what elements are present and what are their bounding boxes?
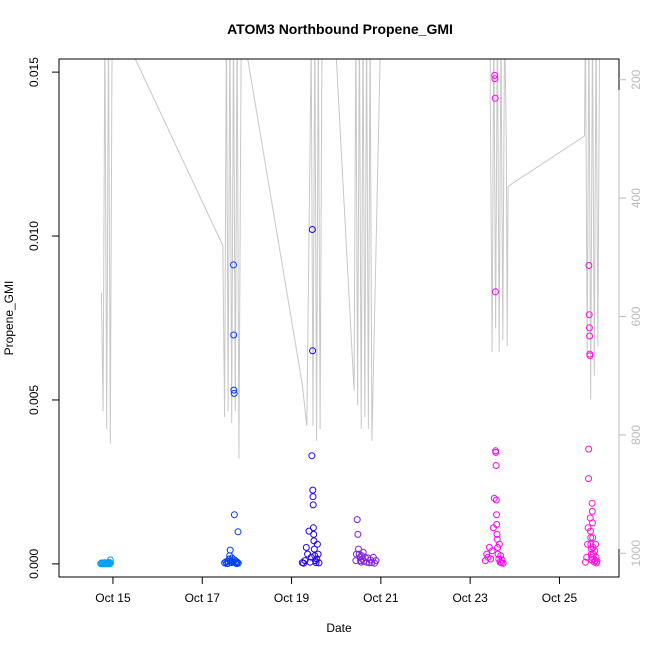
data-point xyxy=(354,530,362,538)
data-point xyxy=(308,452,316,460)
data-point xyxy=(106,556,114,564)
pressure-profile-line xyxy=(100,59,600,459)
plot-border xyxy=(58,58,620,578)
y-axis-title: Propene_GMI xyxy=(2,281,16,356)
data-point xyxy=(305,527,313,535)
data-point xyxy=(230,386,238,394)
data-point xyxy=(310,537,318,545)
data-point xyxy=(309,524,317,532)
data-point xyxy=(309,501,317,509)
data-point xyxy=(584,540,592,548)
data-point xyxy=(230,331,238,339)
pressure-profile-layer xyxy=(100,59,600,459)
data-point xyxy=(363,558,371,566)
secondary-y-tick-label: 400 xyxy=(629,188,643,208)
y-tick-label: 0.000 xyxy=(27,549,41,579)
data-point xyxy=(495,540,503,548)
x-axis: Oct 15 Oct 17 Oct 19 Oct 21 Oct 23 Oct 25 xyxy=(89,576,578,605)
data-point xyxy=(498,556,506,564)
data-point xyxy=(589,534,597,542)
data-point xyxy=(494,544,502,551)
data-point xyxy=(309,347,317,355)
data-point xyxy=(585,324,593,332)
data-point xyxy=(593,557,601,565)
data-point xyxy=(592,540,600,548)
data-point xyxy=(230,389,238,397)
x-axis-title: Date xyxy=(326,621,352,635)
data-point xyxy=(588,499,596,507)
data-point xyxy=(491,288,499,296)
data-point xyxy=(587,527,594,535)
data-point xyxy=(313,555,321,563)
data-point xyxy=(313,540,321,548)
secondary-y-tick-label: 600 xyxy=(629,306,643,326)
data-point xyxy=(585,262,593,269)
data-point xyxy=(308,226,316,233)
data-point xyxy=(233,558,241,566)
x-tick-label: Oct 21 xyxy=(363,591,399,605)
data-point xyxy=(489,524,497,532)
data-point xyxy=(492,462,500,469)
data-point xyxy=(230,511,238,519)
data-point xyxy=(588,507,596,515)
x-tick-label: Oct 23 xyxy=(452,591,488,605)
data-point xyxy=(488,547,496,555)
data-point xyxy=(310,545,318,553)
y-axis: 0.000 0.005 0.010 0.015 xyxy=(27,57,60,579)
data-point xyxy=(372,557,380,565)
y-tick-label: 0.015 xyxy=(27,57,41,87)
data-point xyxy=(312,559,320,567)
data-point xyxy=(315,559,323,567)
x-tick-label: Oct 17 xyxy=(185,591,221,605)
data-point xyxy=(234,528,242,536)
data-point xyxy=(499,559,507,567)
data-point xyxy=(497,552,505,560)
data-point xyxy=(586,352,594,360)
data-point xyxy=(587,534,595,542)
y-tick-label: 0.005 xyxy=(27,385,41,415)
data-point xyxy=(493,511,500,519)
data-point xyxy=(304,550,312,558)
data-point xyxy=(585,445,593,453)
data-point xyxy=(490,494,498,502)
data-point xyxy=(310,530,318,538)
data-point xyxy=(353,516,361,524)
data-point xyxy=(493,530,501,538)
data-point xyxy=(355,545,362,553)
data-point xyxy=(309,493,317,501)
data-point xyxy=(483,550,491,558)
x-tick-label: Oct 19 xyxy=(274,591,310,605)
data-point xyxy=(493,521,501,528)
data-point xyxy=(226,546,234,554)
secondary-y-axis: 200 400 600 800 1000 xyxy=(618,69,643,567)
data-point xyxy=(491,75,499,83)
y-tick-label: 0.010 xyxy=(27,221,41,251)
data-point xyxy=(487,555,495,563)
data-point xyxy=(302,544,310,551)
data-point xyxy=(361,553,369,561)
secondary-y-tick-label: 1000 xyxy=(629,540,643,567)
data-point xyxy=(586,332,594,340)
x-tick-label: Oct 15 xyxy=(95,591,131,605)
data-point xyxy=(234,559,242,567)
data-point xyxy=(591,547,599,555)
data-point xyxy=(230,261,237,269)
data-point xyxy=(314,550,322,558)
data-point xyxy=(309,486,317,494)
data-point xyxy=(491,71,499,79)
data-point xyxy=(107,559,114,567)
data-points-layer xyxy=(97,71,601,568)
data-point xyxy=(492,496,500,504)
data-point xyxy=(589,519,596,527)
secondary-y-tick-label: 800 xyxy=(629,425,643,445)
x-tick-label: Oct 25 xyxy=(542,591,578,605)
data-point xyxy=(581,558,589,566)
chart-title: ATOM3 Northbound Propene_GMI xyxy=(227,21,453,37)
data-point xyxy=(585,475,592,483)
secondary-y-tick-label: 200 xyxy=(629,69,643,89)
data-point xyxy=(585,311,593,319)
data-point xyxy=(492,448,500,456)
data-point xyxy=(491,94,499,102)
